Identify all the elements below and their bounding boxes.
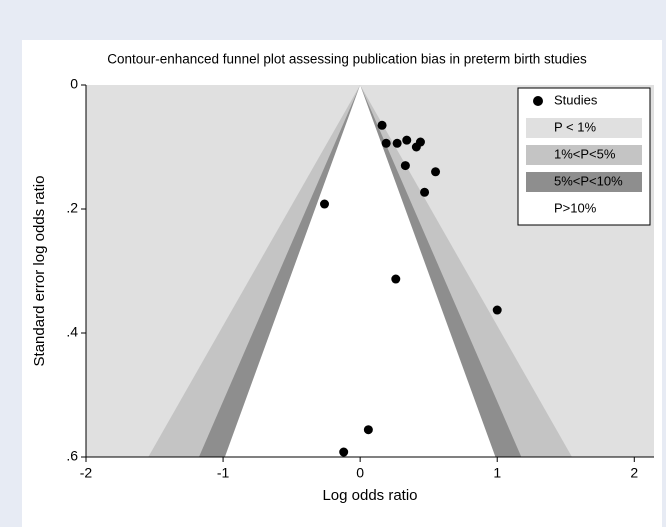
y-axis-label: Standard error log odds ratio [31, 176, 48, 367]
study-point [431, 167, 441, 177]
chart-title: Contour-enhanced funnel plot assessing p… [107, 52, 587, 67]
contour-region [224, 85, 496, 457]
legend-swatch [526, 199, 642, 219]
legend-swatch [526, 172, 642, 192]
y-tick-label: 0 [70, 76, 78, 92]
legend-label: Studies [554, 92, 598, 107]
study-point [392, 138, 402, 148]
x-axis-label: Log odds ratio [322, 487, 417, 504]
x-tick-label: 2 [630, 465, 638, 481]
x-tick-label: 0 [356, 465, 364, 481]
legend-label: P>10% [554, 200, 597, 215]
x-tick-label: -2 [80, 465, 93, 481]
x-tick-label: 1 [493, 465, 501, 481]
legend-label: 1%<P<5% [554, 146, 616, 161]
study-point [320, 199, 330, 209]
legend-swatch [526, 145, 642, 165]
study-point [492, 305, 502, 315]
y-tick-label: .2 [66, 200, 78, 216]
study-point [400, 161, 410, 171]
legend-swatch [526, 118, 642, 138]
y-tick-label: .6 [66, 448, 78, 464]
study-point [420, 187, 430, 197]
legend-marker [533, 96, 543, 106]
legend-label: 5%<P<10% [554, 173, 623, 188]
x-tick-label: -1 [217, 465, 230, 481]
study-point [381, 138, 391, 148]
study-point [363, 425, 373, 435]
study-point [339, 447, 349, 457]
study-point [411, 142, 421, 152]
study-point [402, 135, 412, 145]
study-point [391, 274, 401, 284]
study-point [377, 120, 387, 130]
y-tick-label: .4 [66, 324, 78, 340]
legend-label: P < 1% [554, 119, 596, 134]
